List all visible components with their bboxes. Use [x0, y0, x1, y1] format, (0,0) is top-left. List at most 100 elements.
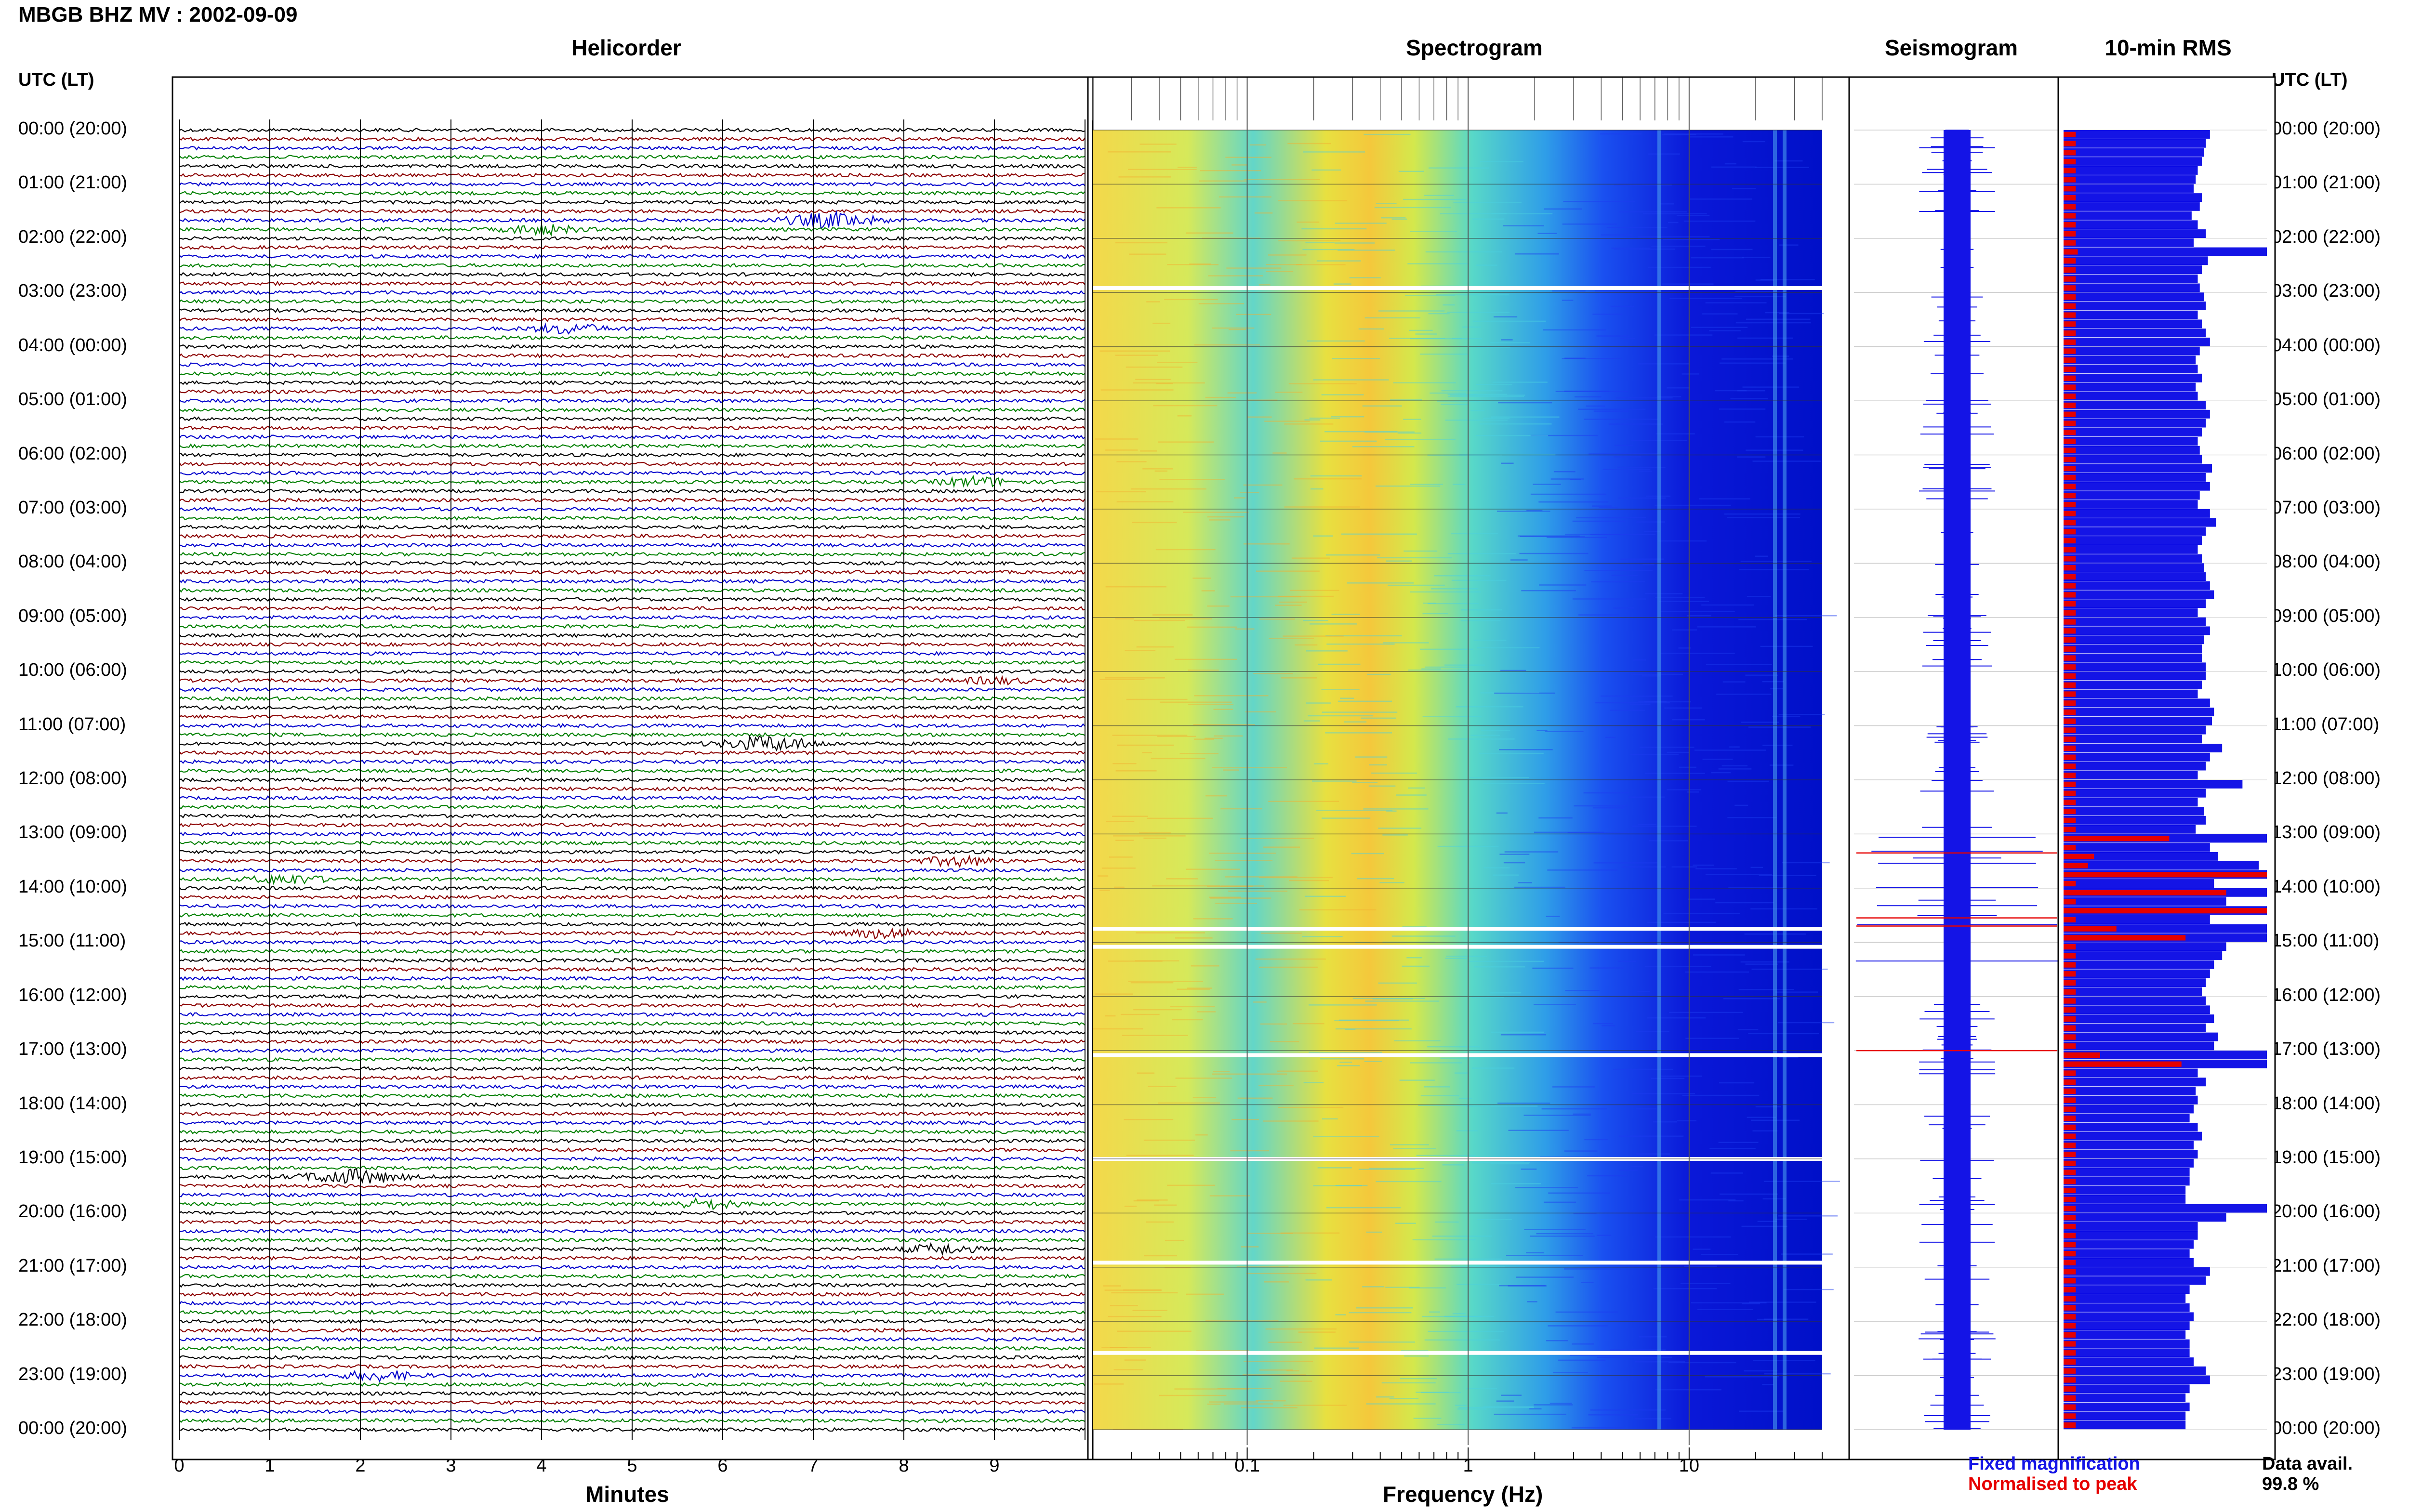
hour-label: 13:00 (09:00)	[2272, 822, 2381, 843]
spectrogram-streak	[1550, 478, 1585, 480]
spectrogram-streak	[1533, 484, 1561, 485]
spectrogram-streak	[1303, 1082, 1324, 1083]
rms-fixed-bar	[2064, 671, 2206, 681]
spectrogram-streak	[1705, 302, 1767, 303]
spectrogram-streak	[1491, 213, 1553, 214]
spectrogram-streak	[1115, 840, 1134, 841]
spectrogram-streak	[1159, 618, 1212, 619]
spectrogram-streak	[1476, 346, 1510, 348]
spectrogram-streak	[1154, 470, 1168, 472]
spectrogram-streak	[1158, 441, 1214, 443]
spectrogram-streak	[1191, 965, 1219, 967]
spectrogram-streak	[1177, 415, 1192, 417]
spectrogram-streak	[1372, 998, 1413, 999]
rms-fixed-bar	[2064, 716, 2212, 725]
spectrogram-streak	[1125, 650, 1156, 651]
hour-label: 22:00 (18:00)	[2272, 1310, 2381, 1330]
rms-fixed-bar	[2064, 220, 2198, 229]
rms-fixed-bar	[2064, 996, 2206, 1005]
spectrogram-streak	[1425, 666, 1469, 668]
spectrogram-streak	[1314, 1347, 1359, 1349]
rms-normalised-bar	[2064, 1341, 2076, 1347]
spectrogram-streak	[1648, 266, 1711, 268]
spectrogram-streak	[1258, 1085, 1294, 1087]
spectrogram-streak	[1194, 695, 1269, 697]
spectrogram-streak	[1637, 824, 1657, 825]
spectrogram-streak	[1701, 1254, 1738, 1255]
spectrogram-streak	[1564, 1150, 1598, 1152]
spectrogram-streak	[1474, 966, 1525, 968]
rms-normalised-bar	[2064, 1359, 2076, 1365]
spectrogram-streak	[1578, 408, 1646, 410]
spectrogram-streak	[1690, 136, 1734, 138]
rms-fixed-bar	[2064, 545, 2198, 554]
spectrogram-streak	[1428, 1330, 1504, 1332]
spectrogram-streak	[1567, 832, 1629, 833]
spectrogram-streak	[1565, 990, 1600, 991]
spectrogram-streak	[1645, 593, 1683, 594]
spectrogram-streak	[1352, 782, 1378, 783]
spectrogram-streak	[1225, 876, 1297, 878]
spectrogram-streak	[1705, 874, 1773, 875]
rms-normalised-bar	[2064, 484, 2076, 489]
spectrogram-streak	[1378, 310, 1445, 312]
spectrogram-streak	[1628, 1320, 1655, 1322]
spectrogram-streak	[1719, 362, 1786, 364]
hour-label: 18:00 (14:00)	[2272, 1093, 2381, 1114]
spectrogram-streak	[1690, 198, 1753, 200]
spectrogram-streak	[1325, 554, 1380, 556]
rms-fixed-bar	[2064, 1168, 2190, 1177]
spectrogram-streak	[1245, 711, 1276, 713]
spectrogram-streak	[1595, 702, 1670, 704]
spectrogram-streak	[1301, 228, 1367, 230]
rms-fixed-bar	[2064, 708, 2214, 717]
spectrogram-streak	[1614, 184, 1672, 186]
spectrogram-streak	[1337, 250, 1395, 251]
spectrogram-streak	[1094, 1383, 1124, 1385]
spectrogram-streak	[1662, 134, 1696, 135]
spectrogram-streak	[1113, 835, 1186, 837]
page-title: MBGB BHZ MV : 2002-09-09	[18, 3, 298, 26]
spectrogram-streak	[1152, 614, 1193, 616]
spectrogram-streak	[1259, 877, 1333, 879]
spectrogram-streak	[1617, 466, 1666, 468]
spectrogram-streak	[1422, 716, 1482, 717]
spectrogram-streak	[1755, 279, 1774, 281]
spectrogram-streak	[1693, 1249, 1711, 1250]
spectrogram-streak	[1153, 1204, 1177, 1206]
spectrogram-streak	[1377, 557, 1452, 559]
spectrogram-streak	[1388, 584, 1445, 586]
rms-normalised-bar	[2064, 1052, 2100, 1058]
rms-fixed-bar	[2064, 1357, 2194, 1367]
legend-fixed-magnification: Fixed magnification	[1968, 1454, 2140, 1474]
rms-fixed-bar	[2064, 1114, 2190, 1123]
spectrogram-streak	[1520, 536, 1585, 538]
rms-fixed-bar	[2064, 1213, 2226, 1222]
spectrogram-streak	[1362, 405, 1402, 407]
spectrogram-streak	[1275, 392, 1303, 393]
spectrogram-streak	[1500, 670, 1526, 671]
rms-fixed-bar	[2064, 1258, 2194, 1267]
spectrogram-streak	[1241, 1246, 1259, 1248]
spectrogram-streak	[1741, 1225, 1787, 1227]
spectrogram-streak	[1546, 916, 1560, 917]
spectrogram-streak	[1105, 449, 1138, 451]
spectrogram-streak	[1139, 144, 1177, 145]
spectrogram-streak	[1268, 1341, 1302, 1343]
spectrogram-streak	[1562, 300, 1574, 301]
spectrogram-streak	[1718, 768, 1752, 770]
hour-label: 05:00 (01:00)	[18, 389, 128, 410]
rms-normalised-bar	[2064, 881, 2076, 887]
spectrogram-streak	[1496, 812, 1508, 814]
rms-fixed-bar	[2064, 662, 2206, 671]
rms-normalised-bar	[2064, 213, 2076, 219]
spectrogram-streak	[1303, 720, 1320, 722]
spectrogram-streak	[1436, 294, 1509, 296]
spectrogram-streak	[1611, 247, 1651, 249]
spectrogram-streak	[1695, 868, 1737, 869]
helicorder-title: Helicorder	[571, 35, 681, 60]
spectrogram-streak	[1508, 1285, 1547, 1287]
spectrogram-streak	[1309, 1052, 1382, 1053]
spectrogram-streak	[1655, 1389, 1721, 1391]
spectrogram-streak	[1395, 1223, 1416, 1224]
